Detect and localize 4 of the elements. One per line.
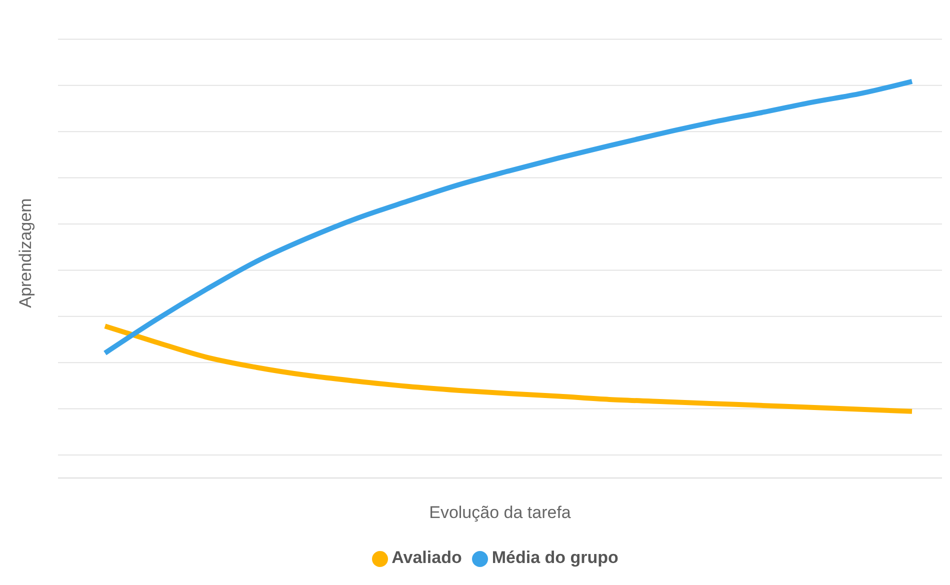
legend-label: Média do grupo (492, 548, 618, 567)
y-axis-title: Aprendizagem (16, 198, 36, 308)
x-axis-title: Evolução da tarefa (429, 503, 572, 522)
legend-label: Avaliado (392, 548, 462, 567)
